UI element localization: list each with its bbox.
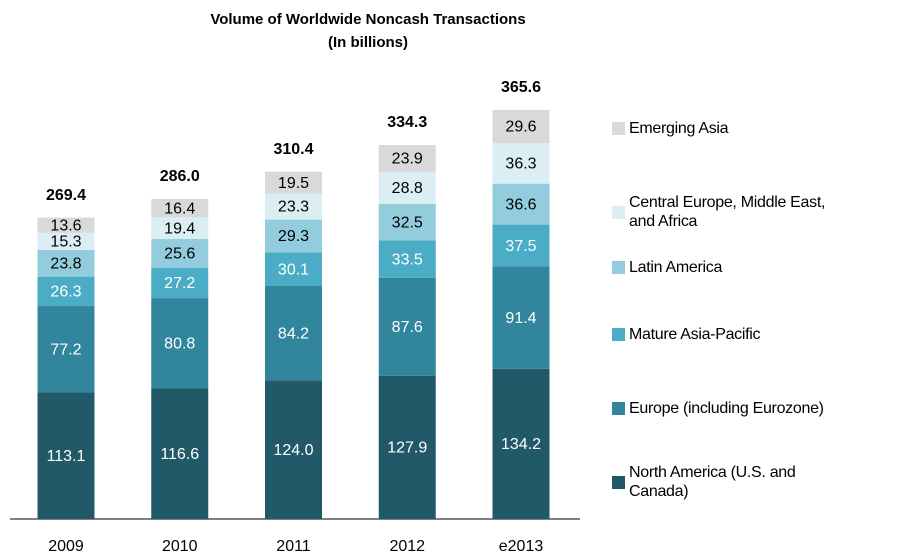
legend-swatch [612, 121, 625, 135]
data-label: 77.2 [50, 341, 81, 358]
data-label: 29.3 [278, 228, 309, 245]
data-label: 116.6 [160, 446, 199, 463]
legend-label: North America (U.S. and Canada) [629, 464, 796, 500]
data-label: 15.3 [50, 234, 81, 251]
data-label: 19.4 [164, 220, 195, 237]
data-label: 25.6 [164, 246, 195, 263]
data-label: 33.5 [392, 251, 423, 268]
legend-item: Mature Asia-Pacific [612, 325, 902, 344]
data-label: 124.0 [273, 442, 313, 459]
legend-item: North America (U.S. and Canada) [612, 463, 827, 501]
bar-segment [151, 388, 209, 519]
data-label: 30.1 [278, 261, 309, 278]
bar-segment [265, 193, 322, 220]
bar-segment [37, 392, 95, 519]
data-label: 134.2 [501, 436, 541, 453]
data-label: 27.2 [164, 275, 195, 292]
legend-label: Mature Asia-Pacific [629, 325, 761, 343]
legend-item: Central Europe, Middle East, and Africa [612, 193, 844, 231]
x-tick-label: 2011 [276, 538, 311, 555]
data-label: 29.6 [505, 119, 536, 136]
data-label: 36.3 [505, 156, 536, 173]
bar-segment [492, 368, 550, 519]
data-label: 91.4 [505, 310, 536, 327]
total-label: 334.3 [387, 114, 427, 131]
bar-segment [378, 145, 436, 172]
bar-segment [378, 240, 436, 278]
data-label: 19.5 [278, 175, 309, 192]
legend-swatch [612, 260, 625, 274]
total-label: 286.0 [160, 168, 200, 185]
legend-swatch [612, 205, 625, 219]
bar-segment [378, 277, 436, 376]
data-label: 26.3 [50, 284, 81, 301]
bar-segment [265, 219, 322, 253]
bar-segment [378, 375, 436, 519]
bar-segment [492, 109, 550, 144]
bar-segment [265, 252, 322, 287]
legend-swatch [612, 475, 625, 489]
legend-label: Europe (including Eurozone) [629, 399, 824, 417]
bar-segment [37, 249, 95, 277]
legend-item: Europe (including Eurozone) [612, 399, 902, 418]
data-label: 84.2 [278, 325, 309, 342]
bar-segment [151, 198, 209, 218]
chart-title: Volume of Worldwide Noncash Transactions [210, 11, 525, 28]
data-label: 36.6 [505, 196, 536, 213]
bar-segment [492, 266, 550, 369]
data-label: 32.5 [392, 214, 423, 231]
bar-segment [492, 143, 550, 184]
bar-segment [265, 286, 322, 381]
chart-subtitle: (In billions) [328, 34, 408, 51]
bar-segment [378, 204, 436, 241]
legend-swatch [612, 327, 625, 341]
bar-segment [265, 380, 322, 519]
data-label: 23.3 [278, 199, 309, 216]
legend-item: Emerging Asia [612, 119, 902, 138]
data-label: 37.5 [505, 238, 536, 255]
data-label: 87.6 [392, 319, 423, 336]
legend-label: Emerging Asia [629, 119, 729, 137]
legend-label: Latin America [629, 258, 723, 276]
x-tick-label: 2009 [48, 538, 84, 555]
total-label: 310.4 [273, 141, 313, 158]
data-label: 16.4 [164, 200, 195, 217]
bar-segment [37, 217, 95, 233]
data-label: 23.9 [392, 151, 423, 168]
legend-label: Central Europe, Middle East, and Africa [629, 194, 826, 230]
total-label: 365.6 [501, 79, 541, 96]
legend-item: Latin America [612, 258, 902, 277]
bar-segment [151, 298, 209, 389]
bar-segment [265, 171, 322, 194]
bar-segment [151, 239, 209, 268]
data-label: 113.1 [47, 448, 86, 465]
data-label: 80.8 [164, 336, 195, 353]
bar-segment [492, 224, 550, 267]
bar-segment [378, 171, 436, 205]
bar-segment [37, 232, 95, 250]
x-tick-label: 2010 [162, 538, 198, 555]
bar-segment [492, 183, 550, 225]
bar-segment [151, 267, 209, 299]
data-label: 127.9 [387, 440, 427, 457]
bar-segment [151, 217, 209, 240]
legend-swatch [612, 401, 625, 415]
data-label: 13.6 [50, 217, 81, 234]
x-tick-label: e2013 [499, 538, 544, 555]
bar-segment [37, 306, 95, 393]
bar-segment [37, 276, 95, 307]
data-label: 23.8 [50, 256, 81, 273]
x-tick-label: 2012 [389, 538, 425, 555]
data-label: 28.8 [392, 180, 423, 197]
total-label: 269.4 [46, 187, 86, 204]
